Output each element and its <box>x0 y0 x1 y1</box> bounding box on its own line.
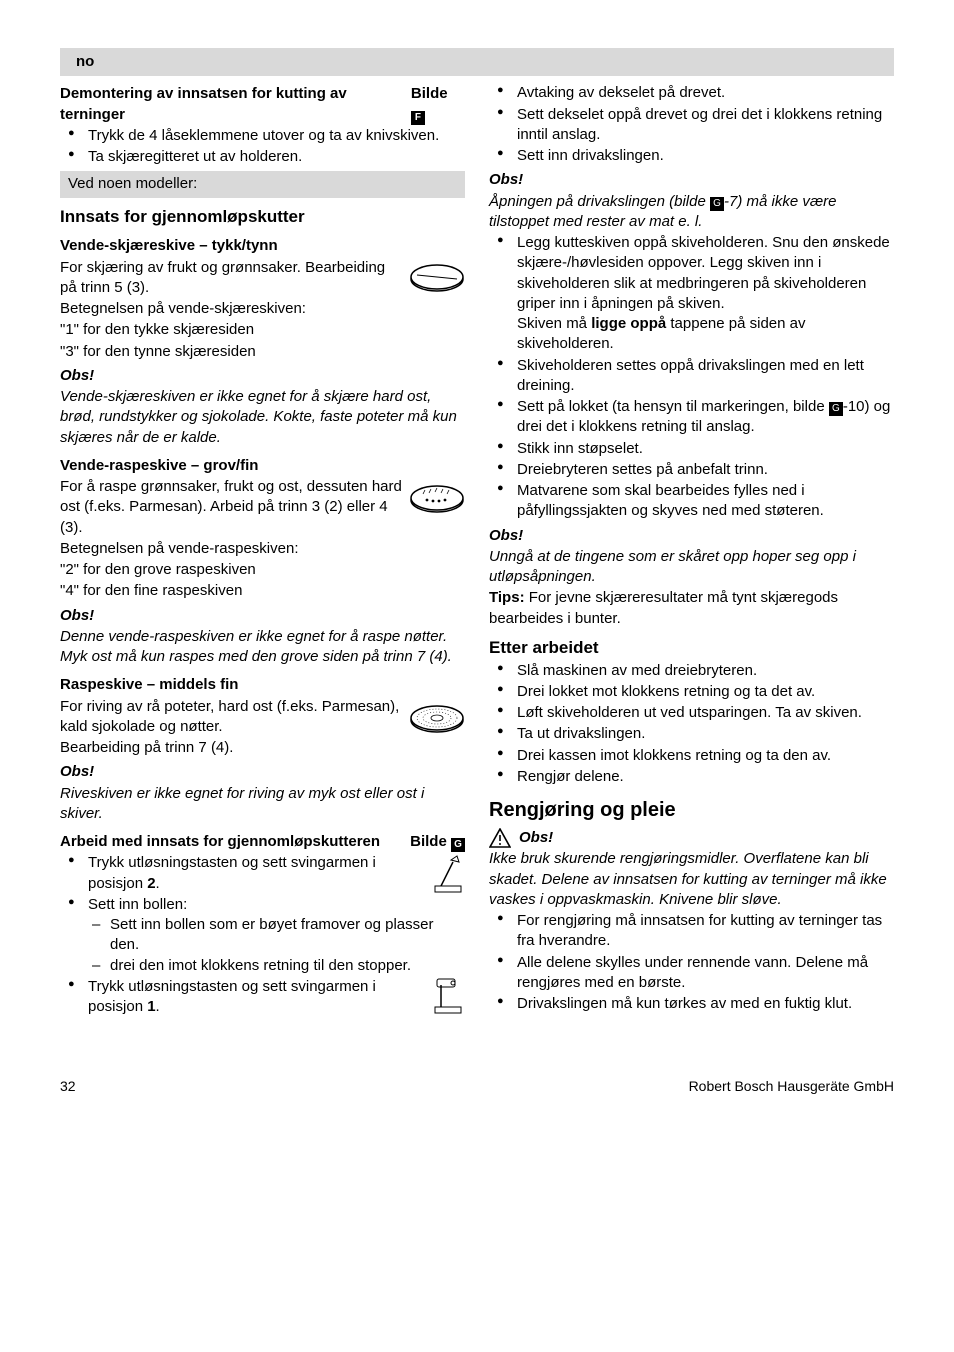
tips-text: Tips: For jevne skjæreresultater må tynt… <box>489 588 894 629</box>
page-footer: 32 Robert Bosch Hausgeräte GmbH <box>60 1077 894 1096</box>
grater-disc-icon <box>409 476 465 520</box>
list-item: Rengjør delene. <box>489 767 894 787</box>
body-text: Bearbeiding på trinn 7 (4). <box>60 738 465 758</box>
disc-icon <box>409 257 465 301</box>
list-item: Sett på lokket (ta hensyn til markeringe… <box>489 397 894 438</box>
warning-icon <box>489 828 511 848</box>
list-item: Slå maskinen av med dreiebryteren. <box>489 661 894 681</box>
brand-text: Robert Bosch Hausgeräte GmbH <box>689 1077 894 1096</box>
obs-text: Riveskiven er ikke egnet for riving av m… <box>60 784 465 825</box>
obs-heading: Obs! <box>60 762 465 782</box>
list-legg: Legg kutteskiven oppå skiveholderen. Snu… <box>489 233 894 522</box>
body-text: "4" for den fine raspeskiven <box>60 581 465 601</box>
list-item: Sett inn drivakslingen. <box>489 146 894 166</box>
obs-heading: Obs! <box>60 606 465 626</box>
obs-text: Åpningen på drivakslingen (bilde G-7) må… <box>489 192 894 233</box>
obs-text: Denne vende-raspeskiven er ikke egnet fo… <box>60 627 465 668</box>
list-avtaking: Avtaking av dekselet på drevet. Sett dek… <box>489 83 894 166</box>
list-item: For rengjøring må innsatsen for kutting … <box>489 911 894 952</box>
body-text: For riving av rå poteter, hard ost (f.ek… <box>60 697 465 738</box>
body-text: For å raspe grønnsaker, frukt og ost, de… <box>60 477 465 538</box>
list-item: Trykk utløsningstasten og sett svingarme… <box>60 977 465 1018</box>
list-arbeid: Trykk utløsningstasten og sett svingarme… <box>60 853 465 1017</box>
obs-heading: Obs! <box>489 526 894 546</box>
body-text: "1" for den tykke skjæresiden <box>60 320 465 340</box>
obs-text: Unngå at de tingene som er skåret opp ho… <box>489 547 894 588</box>
warning-row: Obs! <box>489 828 894 848</box>
list-item: Sett inn bollen som er bøyet framover og… <box>88 915 465 956</box>
left-column: Demontering av innsatsen for kutting av … <box>60 82 465 1017</box>
obs-heading: Obs! <box>60 366 465 386</box>
list-item: Sett inn bollen: Sett inn bollen som er … <box>60 895 465 976</box>
obs-heading: Obs! <box>489 170 894 190</box>
list-demontering: Trykk de 4 låseklemmene utover og ta av … <box>60 126 465 168</box>
list-etter: Slå maskinen av med dreiebryteren. Drei … <box>489 661 894 788</box>
list-item: Trykk de 4 låseklemmene utover og ta av … <box>60 126 465 146</box>
list-rengjoring: For rengjøring må innsatsen for kutting … <box>489 911 894 1014</box>
list-item: drei den imot klokkens retning til den s… <box>88 956 465 976</box>
body-text: "2" for den grove raspeskiven <box>60 560 465 580</box>
list-item: Legg kutteskiven oppå skiveholderen. Snu… <box>489 233 894 355</box>
list-item: Drivakslingen må kun tørkes av med en fu… <box>489 994 894 1014</box>
heading-raspeskive: Raspeskive – middels fin <box>60 675 465 695</box>
bilde-ref-g: Bilde G <box>410 832 465 852</box>
list-item: Matvarene som skal bearbeides fylles ned… <box>489 481 894 522</box>
heading-demontering: Demontering av innsatsen for kutting av … <box>60 84 411 125</box>
list-item: Løft skiveholderen ut ved utsparingen. T… <box>489 703 894 723</box>
list-item: Drei lokket mot klokkens retning og ta d… <box>489 682 894 702</box>
list-item: Alle delene skylles under rennende vann.… <box>489 953 894 994</box>
list-item: Sett dekselet oppå drevet og drei det i … <box>489 105 894 146</box>
heading-vende-raspe: Vende-raspeskive – grov/fin <box>60 456 465 476</box>
heading-etter: Etter arbeidet <box>489 637 894 660</box>
list-item: Avtaking av dekselet på drevet. <box>489 83 894 103</box>
heading-innsats: Innsats for gjennomløpskutter <box>60 206 465 229</box>
right-column: Avtaking av dekselet på drevet. Sett dek… <box>489 82 894 1017</box>
list-item: Stikk inn støpselet. <box>489 439 894 459</box>
content-columns: Demontering av innsatsen for kutting av … <box>60 82 894 1017</box>
obs-text: Vende-skjæreskiven er ikke egnet for å s… <box>60 387 465 448</box>
obs-text: Ikke bruk skurende rengjøringsmidler. Ov… <box>489 849 894 910</box>
heading-vende-skjaere: Vende-skjæreskive – tykk/tynn <box>60 236 465 256</box>
body-text: For skjæring av frukt og grønnsaker. Bea… <box>60 258 465 299</box>
arm-pos1-icon <box>431 973 465 1017</box>
body-text: Betegnelsen på vende-skjæreskiven: <box>60 299 465 319</box>
note-box: Ved noen modeller: <box>60 171 465 197</box>
obs-heading: Obs! <box>519 828 553 848</box>
section-heading: Rengjøring og pleie <box>489 797 894 824</box>
list-item: Drei kassen imot klokkens retning og ta … <box>489 746 894 766</box>
list-item: Dreiebryteren settes på anbefalt trinn. <box>489 460 894 480</box>
language-bar: no <box>60 48 894 76</box>
body-text: Betegnelsen på vende-raspeskiven: <box>60 539 465 559</box>
page-number: 32 <box>60 1077 76 1096</box>
fine-disc-icon <box>409 696 465 740</box>
list-item: Trykk utløsningstasten og sett svingarme… <box>60 853 465 894</box>
list-item: Ta ut drivakslingen. <box>489 724 894 744</box>
bilde-ref-f: Bilde F <box>411 84 465 125</box>
heading-arbeid: Arbeid med innsats for gjennomløpskutter… <box>60 832 380 852</box>
body-text: "3" for den tynne skjæresiden <box>60 342 465 362</box>
list-item: Ta skjæregitteret ut av holderen. <box>60 147 465 167</box>
list-item: Skiveholderen settes oppå drivakslingen … <box>489 356 894 397</box>
